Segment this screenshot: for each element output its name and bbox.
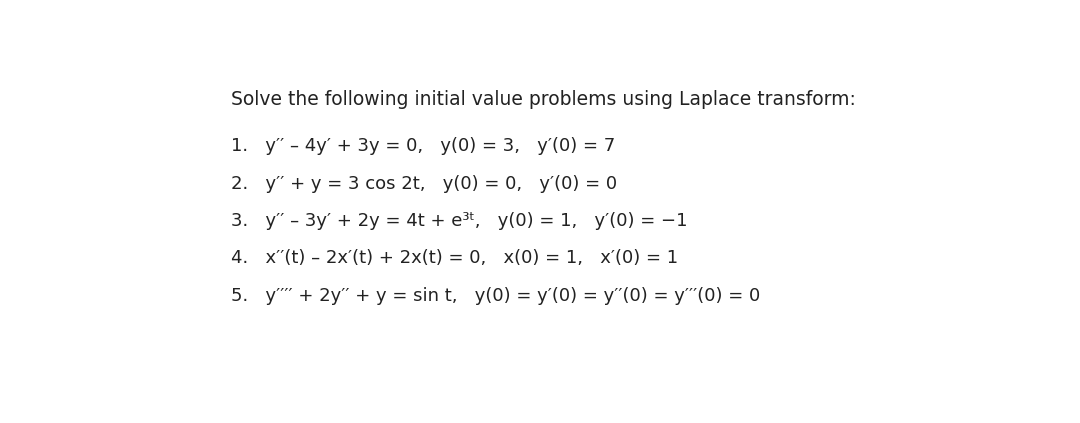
Text: 3.   y′′ – 3y′ + 2y = 4t + e³ᵗ,   y(0) = 1,   y′(0) = −1: 3. y′′ – 3y′ + 2y = 4t + e³ᵗ, y(0) = 1, … [231, 212, 688, 230]
Text: Solve the following initial value problems using Laplace transform:: Solve the following initial value proble… [231, 90, 856, 109]
Text: 1.   y′′ – 4y′ + 3y = 0,   y(0) = 3,   y′(0) = 7: 1. y′′ – 4y′ + 3y = 0, y(0) = 3, y′(0) =… [231, 137, 616, 155]
Text: 2.   y′′ + y = 3 cos 2t,   y(0) = 0,   y′(0) = 0: 2. y′′ + y = 3 cos 2t, y(0) = 0, y′(0) =… [231, 175, 618, 192]
Text: 5.   y′′′′ + 2y′′ + y = sin t,   y(0) = y′(0) = y′′(0) = y′′′(0) = 0: 5. y′′′′ + 2y′′ + y = sin t, y(0) = y′(0… [231, 287, 760, 305]
Text: 4.   x′′(t) – 2x′(t) + 2x(t) = 0,   x(0) = 1,   x′(0) = 1: 4. x′′(t) – 2x′(t) + 2x(t) = 0, x(0) = 1… [231, 250, 678, 267]
